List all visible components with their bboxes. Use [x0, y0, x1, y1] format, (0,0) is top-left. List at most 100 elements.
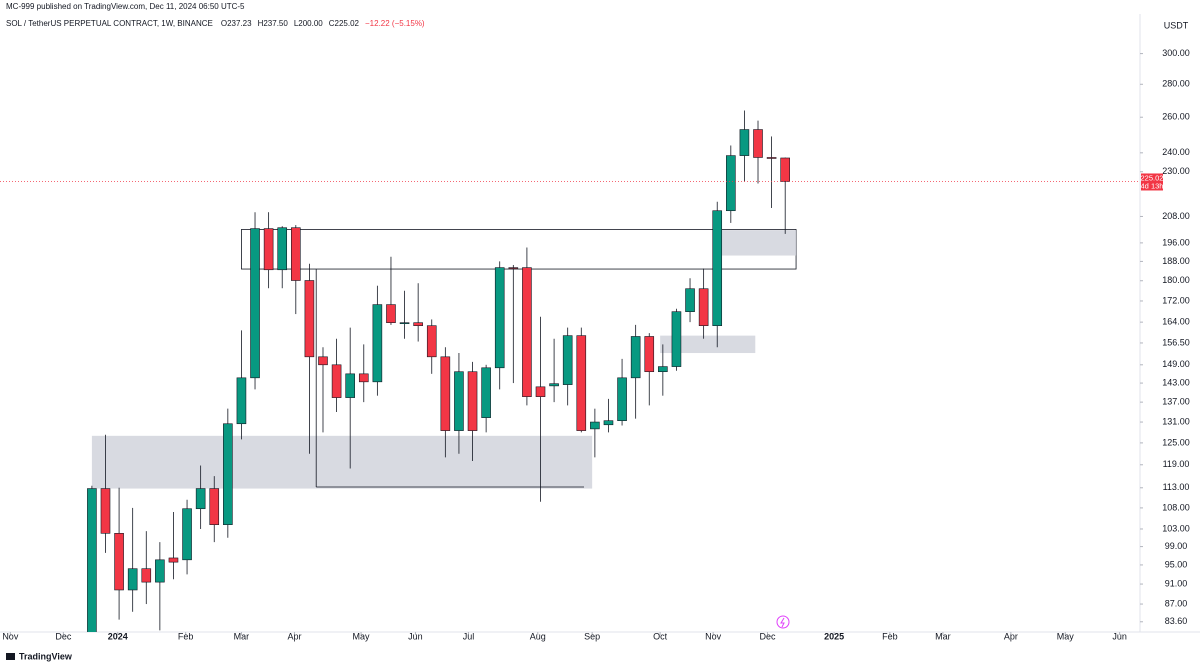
candle-body [454, 371, 464, 431]
candle [345, 327, 355, 469]
y-tick-label: 137.00 [1162, 397, 1190, 407]
candle-body [603, 420, 614, 426]
countdown-label: 4d 13h [1141, 181, 1164, 190]
candle [386, 256, 396, 325]
candle-body [155, 559, 165, 583]
published-note: MC-999 published on TradingView.com, Dec… [6, 2, 245, 11]
y-tick-label: 196.00 [1162, 237, 1190, 247]
candle-body [304, 280, 315, 358]
candle-body [345, 373, 355, 398]
y-tick-label: 103.00 [1162, 523, 1190, 533]
candle-body [562, 335, 573, 385]
event-icon[interactable] [776, 615, 790, 629]
y-tick-label: 91.00 [1165, 578, 1188, 588]
candle-body [318, 356, 328, 366]
candle-body [617, 377, 627, 421]
y-tick-label: 99.00 [1165, 541, 1188, 551]
candle-body [250, 228, 260, 379]
candle-body [726, 155, 736, 212]
candle [467, 361, 478, 462]
symbol-title: SOL / TetherUS PERPETUAL CONTRACT, 1W, B… [6, 19, 213, 28]
candle-body [127, 568, 138, 591]
candle [712, 201, 723, 348]
candle [304, 263, 315, 454]
candle [182, 499, 192, 575]
x-tick-label: Aug [530, 631, 546, 641]
candle [549, 338, 559, 403]
candle [209, 476, 220, 543]
event-marker[interactable] [776, 615, 790, 629]
candle-body [223, 423, 233, 525]
y-tick-label: 87.00 [1165, 598, 1188, 608]
candle [263, 212, 274, 289]
plot-area [87, 110, 797, 632]
candle [223, 408, 233, 538]
candle-body [658, 366, 668, 373]
y-tick-label: 108.00 [1162, 502, 1190, 512]
candle-body [644, 336, 655, 373]
brand-logo [6, 653, 15, 660]
x-tick-label: Nov [2, 631, 19, 641]
y-tick-label: 188.00 [1162, 256, 1190, 266]
candle [494, 261, 505, 390]
candle [440, 347, 451, 458]
candle-body [413, 322, 423, 326]
y-tick-label: 83.60 [1165, 616, 1188, 626]
last-price-tag [1141, 173, 1163, 191]
candle [753, 120, 763, 184]
candle [454, 353, 464, 454]
candle-body [426, 325, 437, 358]
candle [236, 330, 247, 440]
candle-body [535, 386, 546, 397]
candle-body [685, 288, 695, 312]
y-tick-label: 95.00 [1165, 559, 1188, 569]
candle [562, 327, 573, 406]
candle-body [100, 488, 111, 534]
zone [721, 230, 797, 256]
candle [726, 145, 736, 223]
ohlc-value: O237.23 [221, 19, 252, 28]
x-tick-label: Feb [178, 631, 194, 641]
candle [87, 485, 97, 632]
x-tick-label: Jun [408, 631, 423, 641]
candle [780, 157, 790, 234]
candle-body [522, 267, 532, 397]
candle-body [508, 267, 519, 269]
candle-body [440, 356, 451, 431]
candle-body [630, 336, 641, 379]
candle-body [87, 488, 97, 632]
candle-body [263, 228, 274, 271]
candle-body [372, 304, 383, 383]
y-tick-label: 172.00 [1162, 295, 1190, 305]
candle-body [671, 311, 682, 367]
x-tick-label: May [1057, 631, 1075, 641]
x-tick-label: Dec [55, 631, 72, 641]
candle [766, 136, 777, 208]
candle [481, 364, 491, 433]
candle-body [494, 267, 505, 369]
candle-body [467, 371, 478, 431]
legend: SOL / TetherUS PERPETUAL CONTRACT, 1W, B… [6, 19, 425, 28]
candle-body [780, 157, 790, 182]
candle [685, 278, 695, 323]
candle [739, 110, 750, 182]
ohlc-value: C225.02 [329, 19, 360, 28]
candle [168, 512, 179, 580]
candle [291, 225, 301, 315]
candle [522, 247, 532, 406]
y-tick-label: 143.00 [1162, 377, 1190, 387]
candle [127, 507, 138, 612]
ohlc-value: H237.50 [258, 19, 289, 28]
candle [372, 285, 383, 396]
candle-body [114, 533, 124, 591]
candle-body [291, 227, 301, 281]
y-tick-label: 260.00 [1162, 112, 1190, 122]
x-tick-label: Mar [234, 631, 250, 641]
y-tick-label: 240.00 [1162, 147, 1190, 157]
candle-body [590, 421, 600, 430]
candle-body [182, 508, 192, 561]
candle [671, 308, 682, 371]
event-glyph [780, 617, 785, 628]
